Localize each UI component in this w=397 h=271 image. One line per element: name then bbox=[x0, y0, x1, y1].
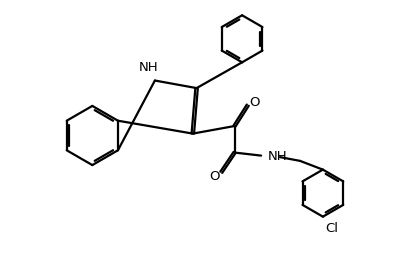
Text: O: O bbox=[249, 96, 259, 109]
Text: NH: NH bbox=[138, 61, 158, 74]
Text: O: O bbox=[209, 170, 220, 183]
Text: Cl: Cl bbox=[325, 222, 338, 235]
Text: NH: NH bbox=[268, 150, 287, 163]
